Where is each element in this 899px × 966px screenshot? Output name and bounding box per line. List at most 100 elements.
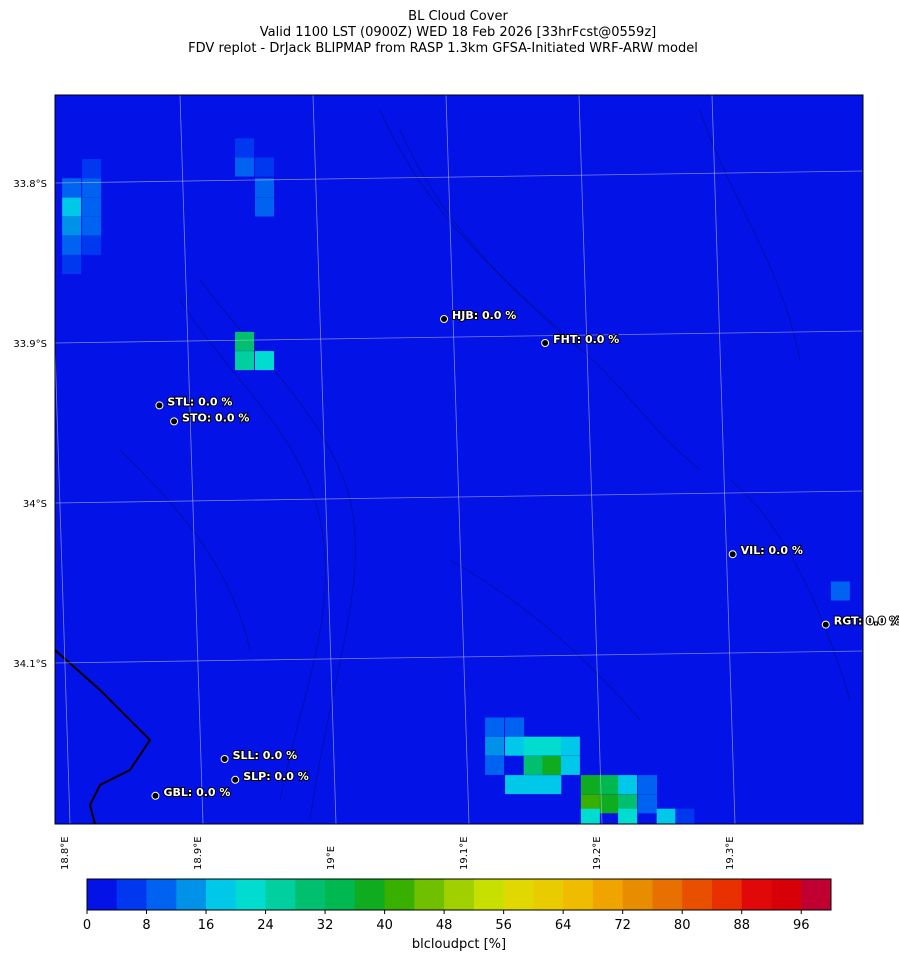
lon-grid-line xyxy=(578,95,603,824)
cloud-cell xyxy=(542,736,562,756)
colorbar-segment xyxy=(116,879,148,910)
colorbar-segment xyxy=(533,879,564,910)
source: FDV replot - DrJack BLIPMAP from RASP 1.… xyxy=(188,41,698,56)
cloud-cell xyxy=(485,736,505,756)
colorbar-tick-label: 72 xyxy=(614,918,631,933)
cloud-cell xyxy=(638,794,658,814)
lon-grid-line xyxy=(55,335,71,824)
station-marker xyxy=(231,775,240,784)
map-layer xyxy=(55,95,863,824)
subtitle: Valid 1100 LST (0900Z) WED 18 Feb 2026 [… xyxy=(260,25,656,40)
colorbar-segment xyxy=(87,879,118,910)
colorbar-segment xyxy=(444,879,475,910)
station-label: SLP: 0.0 % xyxy=(243,770,309,783)
colorbar-segment xyxy=(473,879,505,910)
cloud-cell xyxy=(560,755,580,775)
cloud-cell xyxy=(580,794,600,814)
lon-label: 19.2°E xyxy=(592,836,603,870)
lat-label: 33.9°S xyxy=(13,339,47,350)
lat-label: 33.8°S xyxy=(13,179,47,190)
station-label: GBL: 0.0 % xyxy=(163,786,230,799)
station-marker xyxy=(155,401,164,410)
cloud-cell xyxy=(675,808,695,824)
colorbar-tick-label: 48 xyxy=(436,918,453,933)
station-marker xyxy=(220,755,229,763)
cloud-cell xyxy=(62,235,82,255)
cloud-cell xyxy=(618,808,638,824)
cloud-cell xyxy=(542,775,562,795)
lat-grid-line xyxy=(55,170,863,184)
lat-grid-line xyxy=(55,490,863,504)
colorbar-segment xyxy=(206,879,237,910)
cloud-cell xyxy=(235,138,255,158)
station-label: FHT: 0.0 % xyxy=(553,333,619,346)
cloud-cell xyxy=(82,235,102,255)
cloud-cell xyxy=(505,717,525,737)
colorbar-segment xyxy=(592,879,624,910)
station-label: RGT: 0.0 % xyxy=(834,615,899,628)
cloud-cell xyxy=(599,794,619,814)
cloud-cell xyxy=(62,197,82,217)
cloud-cell xyxy=(523,736,543,756)
cloud-cell xyxy=(523,755,543,775)
cloud-cell xyxy=(255,178,274,198)
cloud-cell xyxy=(255,351,274,371)
cloud-cell xyxy=(82,178,102,198)
cloud-cell xyxy=(638,775,658,795)
map-frame xyxy=(54,94,864,825)
cloud-cell xyxy=(485,755,505,775)
colorbar-segment xyxy=(265,879,296,910)
station-label: SLL: 0.0 % xyxy=(233,749,298,762)
colorbar-tick-label: 88 xyxy=(733,918,750,933)
cloud-cell xyxy=(505,736,525,756)
lon-label: 18.8°E xyxy=(60,836,71,870)
colorbar-tick-label: 8 xyxy=(142,918,150,933)
lat-grid-line xyxy=(55,650,863,664)
colorbar-tick-label: 16 xyxy=(198,918,215,933)
cloud-cell xyxy=(62,216,82,236)
cloud-cell xyxy=(580,808,600,824)
station-label: STL: 0.0 % xyxy=(167,395,232,408)
colorbar-segment xyxy=(414,879,445,910)
station-marker xyxy=(170,417,179,426)
cloud-cell xyxy=(656,808,676,824)
cloud-cell xyxy=(485,717,505,737)
lon-label: 19°E xyxy=(326,846,337,870)
cloud-cell xyxy=(618,775,638,795)
lon-label: 19.1°E xyxy=(459,836,470,870)
cloud-cell xyxy=(830,581,850,601)
colorbar-tick-label: 96 xyxy=(793,918,810,933)
cloud-cell xyxy=(62,255,82,275)
colorbar-segment xyxy=(801,879,832,910)
colorbar-segment xyxy=(622,879,653,910)
colorbar-segment xyxy=(325,879,356,910)
colorbar-tick-label: 0 xyxy=(83,918,91,933)
cloud-cell xyxy=(82,216,102,236)
station-marker xyxy=(728,550,737,559)
colorbar-segment xyxy=(652,879,683,910)
colorbar-segment xyxy=(384,879,415,910)
colorbar-tick-label: 24 xyxy=(257,918,274,933)
cloud-cell xyxy=(62,178,82,198)
colorbar-segment xyxy=(682,879,713,910)
map-background xyxy=(55,95,863,824)
lon-grid-line xyxy=(312,95,337,824)
cloud-cell xyxy=(599,775,619,795)
cloud-cell xyxy=(235,351,255,371)
colorbar-tick-label: 64 xyxy=(555,918,572,933)
colorbar-segment xyxy=(503,879,534,910)
colorbar-segment xyxy=(711,879,743,910)
lat-label: 34.1°S xyxy=(13,659,47,670)
station-marker xyxy=(151,791,160,800)
colorbar-segment xyxy=(146,879,177,910)
cloud-cell xyxy=(82,197,102,217)
lat-grid-line xyxy=(55,330,863,344)
lon-grid-line xyxy=(711,95,736,824)
station-marker xyxy=(821,620,830,629)
station-marker xyxy=(440,315,449,323)
colorbar-tick-label: 80 xyxy=(674,918,691,933)
colorbar-tick-label: 32 xyxy=(317,918,334,933)
lon-grid-line xyxy=(445,95,470,824)
colorbar-frame xyxy=(86,878,832,911)
